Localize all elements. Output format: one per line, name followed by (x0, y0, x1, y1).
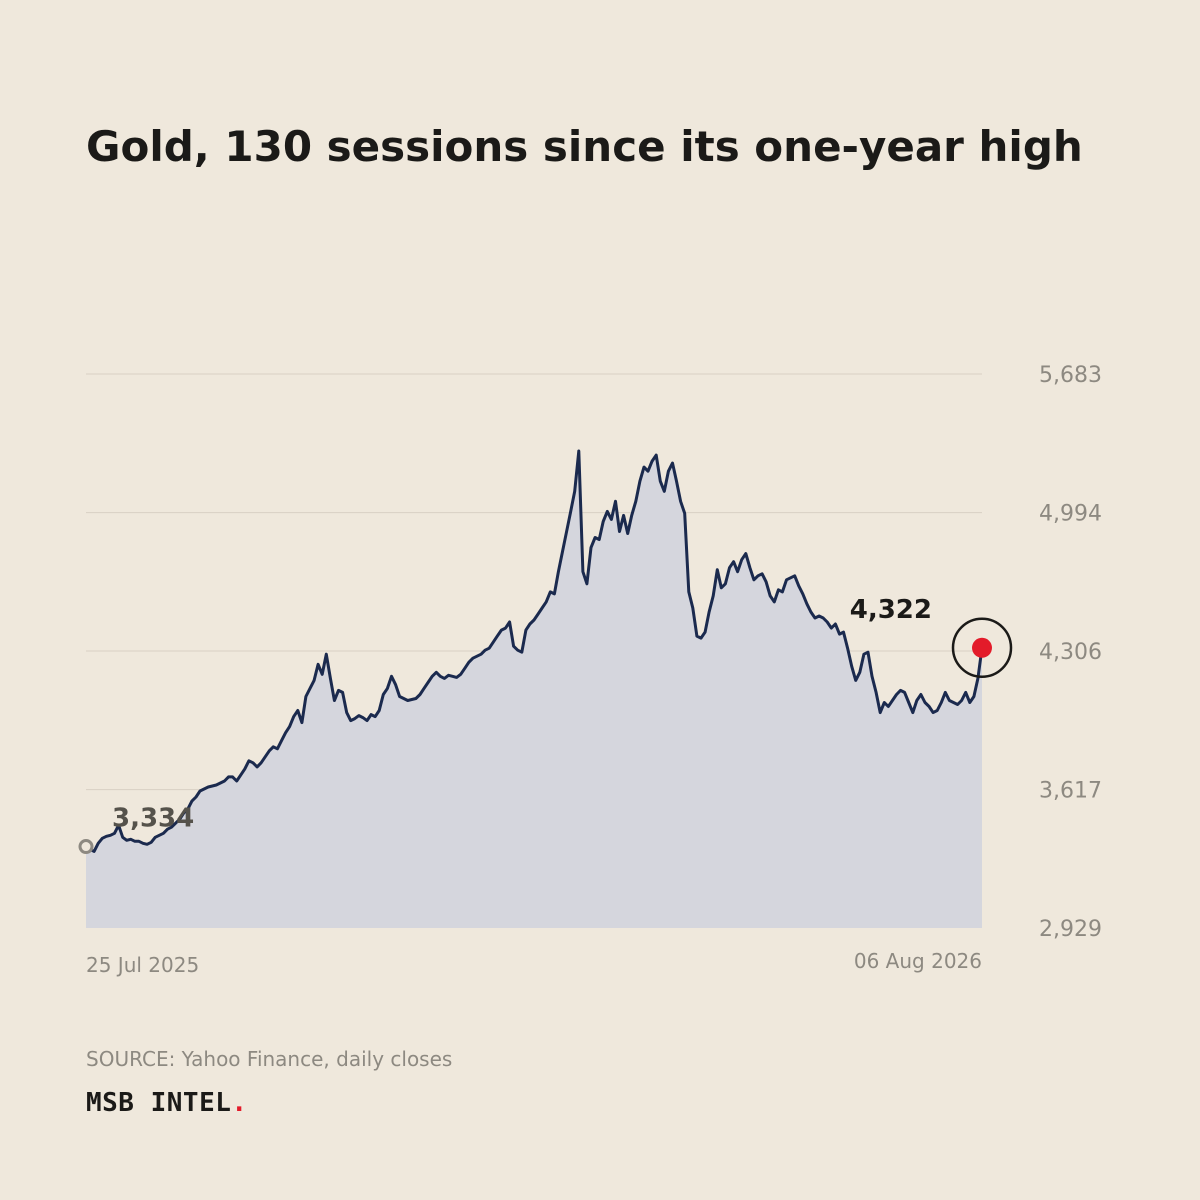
end-point-marker (972, 637, 992, 658)
source-note: SOURCE: Yahoo Finance, daily closes (86, 1047, 453, 1071)
end-value-label: 4,322 (850, 595, 932, 625)
start-value-label: 3,334 (112, 804, 194, 834)
chart-title: Gold, 130 sessions since its one-year hi… (86, 122, 1083, 171)
x-tick-label-start: 25 Jul 2025 (86, 953, 199, 977)
brand-name: MSB INTEL (86, 1088, 232, 1118)
y-tick-label: 3,617 (1039, 779, 1102, 804)
end-point-ring (951, 617, 1013, 679)
brand-logo: MSB INTEL. (86, 1088, 248, 1118)
y-tick-label: 2,929 (1039, 917, 1102, 942)
y-axis-ticks: 2,929 3,617 4,306 4,994 5,683 (1039, 363, 1102, 942)
x-tick-label-end: 06 Aug 2026 (854, 949, 982, 973)
brand-dot: . (231, 1088, 248, 1118)
price-line (84, 449, 984, 853)
y-tick-label: 4,306 (1039, 640, 1102, 665)
y-tick-label: 5,683 (1039, 363, 1102, 388)
price-area (86, 451, 982, 928)
start-point-marker (78, 839, 94, 855)
y-tick-label: 4,994 (1039, 502, 1102, 527)
